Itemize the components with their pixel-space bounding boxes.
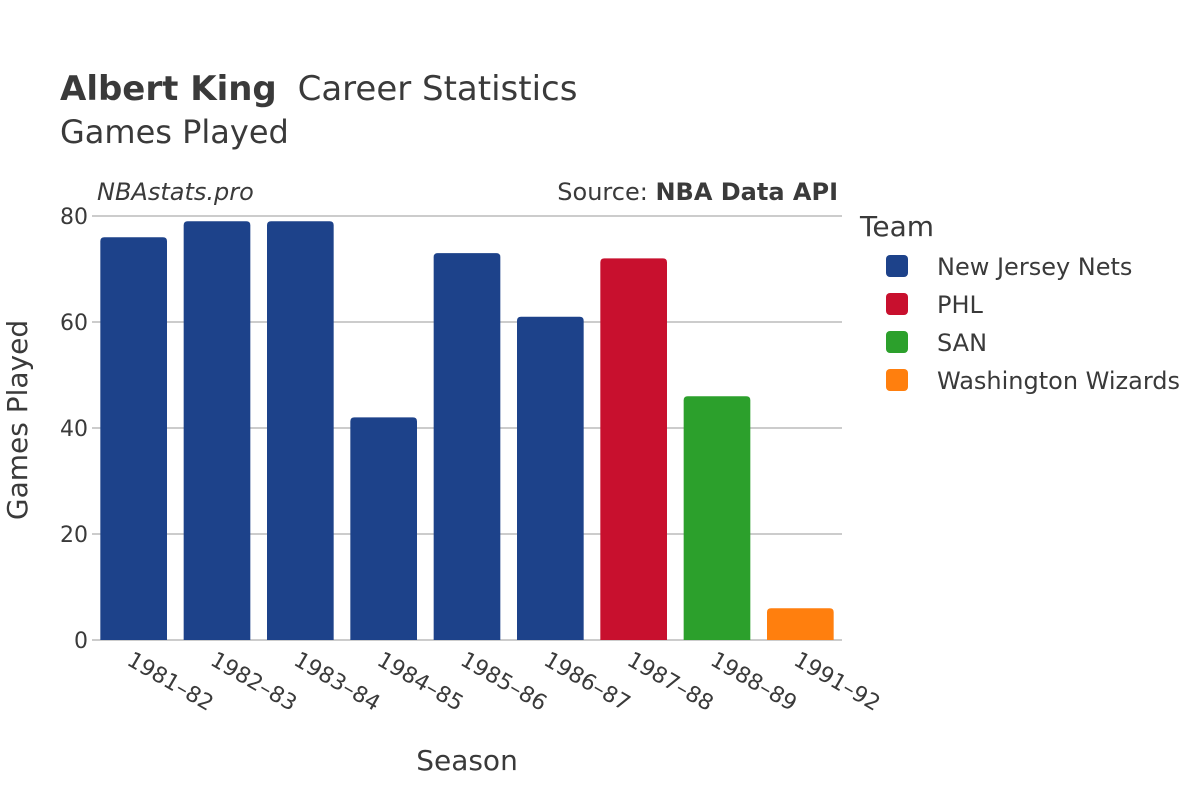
legend-swatch <box>886 331 908 353</box>
x-tick-label: 1987–88 <box>623 648 718 717</box>
legend-label: SAN <box>937 329 987 357</box>
legend-label: New Jersey Nets <box>937 253 1132 281</box>
chart-title: Albert King Career Statistics <box>60 69 577 109</box>
source-name: NBA Data API <box>655 178 838 206</box>
y-axis-title: Games Played <box>1 320 34 520</box>
legend-label: Washington Wizards <box>937 367 1180 395</box>
title-suffix: Career Statistics <box>298 69 578 109</box>
bar-1984–85[interactable] <box>350 417 417 640</box>
y-axis-ticks: 0 20 40 60 80 <box>60 205 88 654</box>
bar-1981–82[interactable] <box>100 237 167 640</box>
bars <box>100 221 834 641</box>
x-tick-label: 1981–82 <box>123 648 218 717</box>
bar-1986–87[interactable] <box>517 316 584 640</box>
y-tick-label: 40 <box>60 417 88 442</box>
source-prefix: Source: <box>557 178 655 206</box>
y-tick-label: 80 <box>60 205 88 230</box>
bar-1983–84[interactable] <box>267 221 334 641</box>
bar-1988–89[interactable] <box>683 396 751 640</box>
x-axis-ticks: 1981–821982–831983–841984–851985–861986–… <box>123 648 884 717</box>
bar-1987–88[interactable] <box>600 258 667 640</box>
bar-1985–86[interactable] <box>433 253 501 640</box>
legend-swatch <box>886 369 908 391</box>
x-tick-label: 1988–89 <box>706 648 801 717</box>
y-tick-label: 0 <box>74 629 88 654</box>
bar-1991–92[interactable] <box>767 608 834 640</box>
player-name: Albert King <box>60 69 277 109</box>
chart-subtitle: Games Played <box>60 113 289 151</box>
x-tick-label: 1985–86 <box>456 648 551 717</box>
x-tick-label: 1991–92 <box>789 648 884 717</box>
x-tick-label: 1982–83 <box>206 648 301 717</box>
brand-label: NBAstats.pro <box>97 178 254 206</box>
x-tick-label: 1983–84 <box>289 648 384 717</box>
legend-swatch <box>886 293 908 315</box>
x-tick-label: 1986–87 <box>539 648 634 717</box>
bar-1982–83[interactable] <box>183 221 251 641</box>
source-label: Source: NBA Data API <box>557 178 838 206</box>
legend-swatch <box>886 255 908 277</box>
y-tick-label: 20 <box>60 523 88 548</box>
x-axis-title: Season <box>416 744 518 777</box>
legend-label: PHL <box>937 291 984 319</box>
legend: Team New Jersey Nets PHL SAN Washington Wiz… <box>859 210 1180 395</box>
y-tick-label: 60 <box>60 311 88 336</box>
legend-title: Team <box>859 210 934 243</box>
x-tick-label: 1984–85 <box>373 648 468 717</box>
